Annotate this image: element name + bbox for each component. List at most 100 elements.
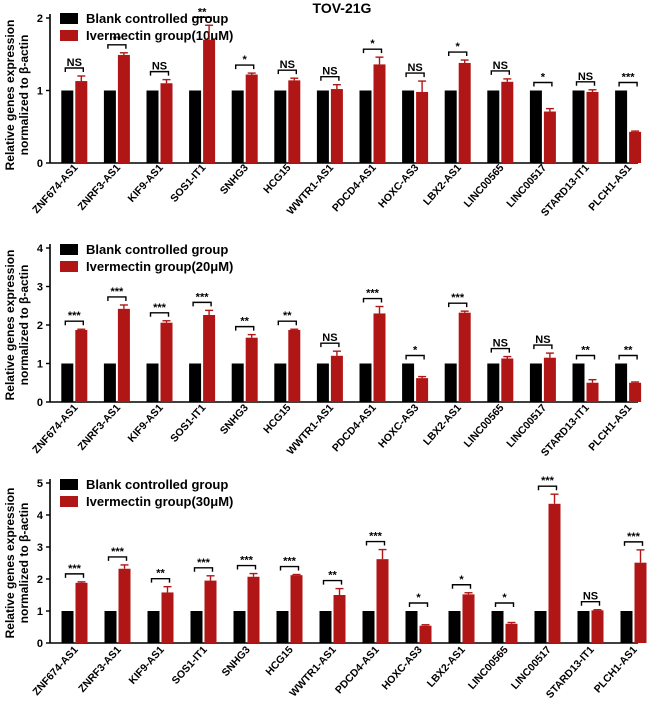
- significance-bracket: [533, 344, 553, 350]
- significance-bracket: [575, 354, 596, 360]
- significance-label: NS: [322, 332, 337, 344]
- bar-control: [61, 90, 74, 163]
- significance-label: NS: [578, 71, 593, 83]
- significance-bracket: [149, 70, 170, 76]
- legend-swatch: [60, 30, 78, 41]
- significance-bracket: [107, 296, 127, 301]
- significance-bracket: [64, 67, 84, 72]
- significance-label: NS: [67, 57, 82, 69]
- bar-control: [61, 611, 74, 643]
- significance-label: ***: [197, 557, 211, 569]
- bar-treated: [330, 89, 343, 163]
- significance-bracket: [277, 69, 297, 75]
- significance-label: **: [198, 6, 207, 18]
- bar-control: [61, 363, 74, 402]
- bar-control: [444, 90, 457, 163]
- bar-control: [362, 611, 375, 643]
- bar-treated: [505, 623, 518, 643]
- category-label: LBX2-AS1: [425, 644, 468, 690]
- category-label: SNHG3: [218, 162, 251, 197]
- bar-treated: [161, 592, 174, 643]
- y-axis-label: Relative genes expression: [3, 20, 17, 171]
- bar-control: [359, 363, 372, 402]
- bar-control: [190, 611, 203, 643]
- significance-bracket: [451, 584, 472, 589]
- category-label: HOXC-AS3: [376, 402, 421, 450]
- bar-treated: [160, 322, 173, 402]
- significance-label: NS: [493, 338, 508, 350]
- bar-control: [274, 363, 287, 402]
- significance-label: NS: [322, 66, 337, 78]
- category-label: SOS1-IT1: [168, 162, 208, 205]
- bar-treated: [586, 91, 599, 163]
- significance-label: NS: [493, 60, 508, 72]
- bar-control: [615, 363, 628, 402]
- bar-control: [487, 363, 500, 402]
- significance-label: ***: [110, 286, 124, 298]
- significance-label: ***: [196, 291, 210, 303]
- significance-bracket: [279, 565, 300, 571]
- bar-control: [359, 90, 372, 163]
- legend-label: Blank controlled group: [86, 477, 228, 492]
- bar-treated: [160, 83, 173, 163]
- bar-treated: [629, 131, 642, 163]
- category-label: HCG15: [261, 162, 293, 196]
- legend-label: Ivermectin group(10μM): [86, 28, 233, 43]
- bar-control: [615, 90, 628, 163]
- bar-control: [529, 363, 542, 402]
- legend-label: Blank controlled group: [86, 11, 228, 26]
- significance-label: *: [416, 592, 421, 604]
- y-tick-label: 3: [37, 282, 43, 294]
- y-axis-label: normalized to β-actin: [17, 503, 31, 624]
- category-label: HCG15: [263, 644, 295, 678]
- significance-label: ***: [240, 555, 254, 567]
- bar-treated: [245, 74, 258, 163]
- significance-bracket: [618, 354, 638, 360]
- significance-label: **: [581, 345, 590, 357]
- significance-bracket: [107, 44, 127, 49]
- bar-treated: [247, 576, 260, 643]
- bar-treated: [586, 382, 599, 402]
- significance-label: **: [156, 568, 165, 580]
- category-label: HOXC-AS3: [376, 162, 421, 210]
- significance-label: **: [240, 316, 249, 328]
- significance-label: **: [283, 310, 292, 322]
- bar-control: [402, 363, 415, 402]
- bar-treated: [458, 312, 471, 402]
- bar-treated: [333, 595, 346, 643]
- bar-treated: [290, 575, 303, 643]
- significance-label: NS: [407, 62, 422, 74]
- bar-control: [104, 611, 117, 643]
- category-label: HCG15: [261, 402, 293, 436]
- bar-control: [572, 90, 585, 163]
- bar-treated: [117, 54, 130, 163]
- bar-treated: [245, 337, 258, 402]
- bar-control: [146, 363, 159, 402]
- significance-bracket: [365, 540, 386, 546]
- significance-bracket: [277, 320, 297, 326]
- significance-bracket: [494, 602, 515, 607]
- category-label: PLCH1-AS1: [592, 644, 640, 696]
- significance-bracket: [362, 297, 383, 303]
- bar-control: [146, 90, 159, 163]
- category-label: LINC00565: [466, 644, 511, 692]
- bar-treated: [330, 355, 343, 402]
- bar-control: [577, 611, 590, 643]
- bar-control: [103, 363, 116, 402]
- y-tick-label: 1: [37, 359, 43, 371]
- category-label: PDCD4-AS1: [333, 644, 382, 696]
- bar-treated: [591, 610, 604, 643]
- bar-treated: [501, 358, 514, 402]
- bar-control: [534, 611, 547, 643]
- significance-bracket: [405, 72, 425, 78]
- y-tick-label: 2: [37, 320, 43, 332]
- category-label: SOS1-IT1: [168, 402, 208, 445]
- y-tick-label: 0: [37, 638, 43, 650]
- significance-bracket: [192, 301, 212, 307]
- y-axis-label: normalized to β-actin: [17, 265, 31, 386]
- bar-treated: [629, 382, 642, 402]
- bar-control: [620, 611, 633, 643]
- category-label: LINC00517: [504, 402, 549, 450]
- bar-control: [276, 611, 289, 643]
